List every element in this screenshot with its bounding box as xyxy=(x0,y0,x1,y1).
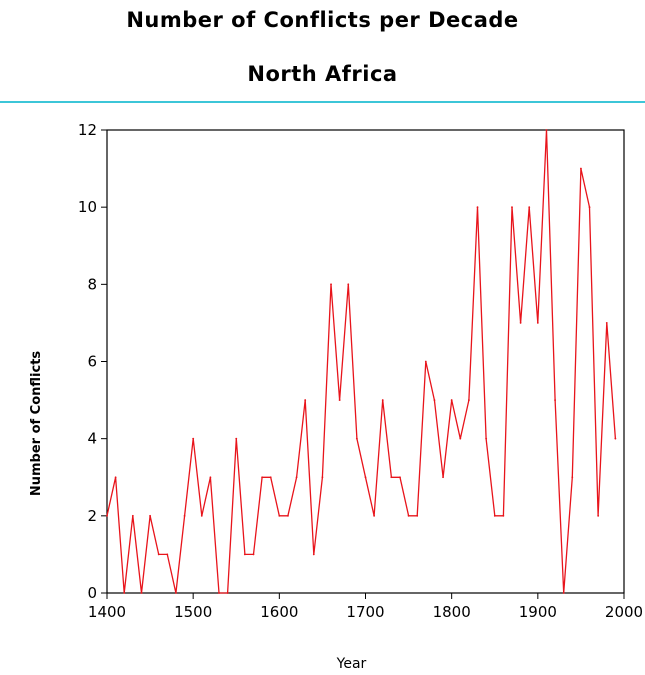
data-point xyxy=(416,514,419,517)
y-tick-label: 6 xyxy=(87,353,97,371)
data-point xyxy=(209,476,212,479)
data-point xyxy=(554,399,556,401)
data-point xyxy=(528,206,531,209)
data-point xyxy=(390,476,393,479)
data-point xyxy=(192,437,195,440)
plot-area: 1400 1500 1600 1700 1800 1900 2000 0 2 4 6 8 10 12 xyxy=(78,121,643,621)
data-point xyxy=(114,476,117,479)
data-point xyxy=(614,437,617,440)
x-tick-label: 1800 xyxy=(433,603,471,621)
data-point xyxy=(485,437,488,440)
data-point xyxy=(287,514,289,517)
y-tick-label: 0 xyxy=(87,584,97,602)
data-point xyxy=(252,553,255,556)
x-tick-label: 1400 xyxy=(88,603,126,621)
data-point xyxy=(338,399,341,401)
data-point xyxy=(140,592,143,594)
data-point xyxy=(433,399,436,401)
data-point xyxy=(123,592,126,594)
data-point xyxy=(562,592,565,594)
data-point xyxy=(519,322,522,324)
plot-frame xyxy=(106,129,625,594)
y-tick-label: 10 xyxy=(78,198,97,216)
data-point xyxy=(364,476,367,479)
x-tick-label: 1700 xyxy=(346,603,384,621)
chart-subtitle: North Africa xyxy=(247,62,398,86)
data-point xyxy=(355,437,358,440)
data-point xyxy=(149,514,151,517)
data-point xyxy=(442,476,444,479)
x-tick-label: 1500 xyxy=(174,603,212,621)
data-point xyxy=(459,437,462,440)
y-tick-label: 8 xyxy=(87,275,97,293)
data-point xyxy=(373,514,376,517)
data-point xyxy=(536,322,539,324)
data-point xyxy=(157,553,160,556)
x-tick-label: 1600 xyxy=(260,603,298,621)
data-point xyxy=(476,206,479,209)
data-point xyxy=(511,206,513,209)
data-point xyxy=(175,592,177,594)
x-tick-label: 1900 xyxy=(519,603,557,621)
data-point xyxy=(235,437,238,440)
x-axis-label: Year xyxy=(336,656,367,672)
data-point xyxy=(200,514,203,517)
x-tick-label: 2000 xyxy=(605,603,643,621)
data-point xyxy=(261,476,263,479)
data-point xyxy=(321,476,324,479)
series-line xyxy=(106,129,617,594)
data-point xyxy=(493,514,496,517)
data-point xyxy=(278,514,281,517)
data-point xyxy=(502,514,505,517)
data-point xyxy=(183,514,186,517)
title-divider xyxy=(0,101,645,103)
data-point xyxy=(166,553,169,556)
data-point xyxy=(226,592,229,594)
data-point xyxy=(571,476,574,479)
data-point xyxy=(312,553,315,556)
data-point xyxy=(399,476,401,479)
y-tick-label: 12 xyxy=(78,121,97,139)
data-point xyxy=(605,322,608,324)
data-point xyxy=(381,399,384,401)
chart-title: Number of Conflicts per Decade xyxy=(126,8,519,32)
data-point xyxy=(304,399,307,401)
y-tick-label: 4 xyxy=(87,430,97,448)
data-point xyxy=(295,476,298,479)
data-point xyxy=(407,514,410,517)
data-point xyxy=(106,514,108,517)
data-point xyxy=(588,206,591,209)
data-point xyxy=(468,399,470,401)
data-point xyxy=(424,360,427,363)
data-point xyxy=(330,283,332,286)
data-point xyxy=(597,514,600,517)
data-point xyxy=(347,283,350,286)
data-point xyxy=(218,592,220,594)
data-point xyxy=(450,399,453,401)
data-point xyxy=(243,553,246,556)
data-point xyxy=(580,167,582,170)
y-axis-label: Number of Conflicts xyxy=(29,351,44,497)
y-tick-label: 2 xyxy=(87,507,97,525)
data-point xyxy=(269,476,272,479)
data-point xyxy=(545,129,548,131)
data-point xyxy=(131,514,134,517)
